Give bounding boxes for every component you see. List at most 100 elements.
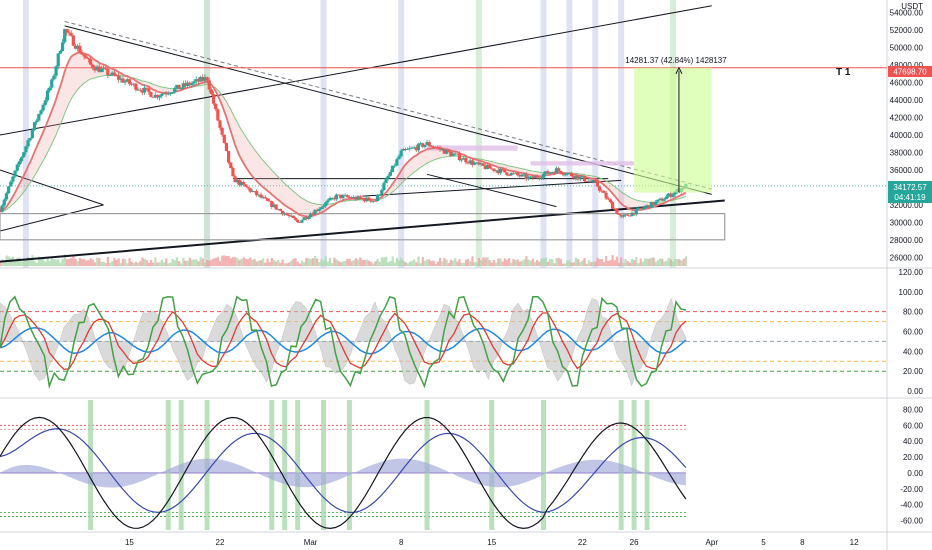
volume-bar [618,262,621,266]
candle-body [343,195,347,197]
candle-body [140,90,144,93]
volume-bar [341,261,345,266]
macd-tick-label: 40.00 [903,437,924,446]
candle-body [410,147,414,149]
volume-bar [318,262,321,266]
volume-bar [221,255,224,266]
candle-body [67,32,71,34]
candle-body [470,160,474,165]
candle-body [651,201,656,205]
candle-body [272,204,276,207]
candle-body [421,143,425,148]
candle-body [488,164,492,169]
candle-body [95,66,99,71]
candle-body [224,142,229,152]
volume-bar [288,262,291,266]
oscillator-panel[interactable] [0,295,887,389]
candle-body [641,208,645,210]
volume-bar [357,259,360,266]
candle-body [403,149,408,150]
volume-bar [479,260,483,266]
volume-bar [229,258,232,266]
candle-body [667,193,671,197]
trend-drawings [0,5,887,263]
time-tick-label: 15 [487,538,496,547]
candle-body [643,206,647,209]
volume-bar [169,262,172,266]
candle-body [97,66,101,73]
volume-bar [469,261,472,266]
volume-bar [628,262,632,266]
signal-bar [541,400,547,530]
candle-body [170,92,175,94]
candle-body [233,176,237,183]
volume-bar [290,260,293,266]
candle-body [598,186,602,191]
candle-body [388,172,392,176]
time-tick-label: 5 [761,538,766,547]
macd-panel[interactable] [0,400,687,530]
candle-body [188,82,192,86]
candle-body [231,168,235,177]
candle-body [205,77,209,81]
candle-body [431,146,436,148]
candle-body [386,175,390,179]
candle-body [373,200,377,202]
volume-bar [419,263,422,266]
volume-bar [104,263,107,266]
volume-bar [270,258,273,266]
candle-body [492,168,496,172]
price-axis[interactable]: USDT 26000.0028000.0030000.0032000.00340… [890,2,924,525]
volume-bar [553,263,556,266]
price-panel[interactable]: 14281.37 (42.84%) 1428137 T 1 [0,5,887,266]
volume-bar [665,260,668,266]
volume-bar [533,262,537,266]
volume-bar [372,263,375,266]
candle-body [589,180,593,182]
candle-body [54,66,58,76]
volume-bar [22,259,25,266]
blue-band [618,0,625,268]
volume-bar [300,260,304,266]
osc-area [0,297,687,387]
candle-body [15,164,19,171]
candle-body [453,153,457,155]
volume-bar [471,256,474,266]
volume-bar [387,262,390,266]
blue-band [540,0,547,268]
candle-body [136,89,140,91]
candle-body [399,150,403,157]
volume-bar [259,260,263,266]
volume-bar [656,260,660,266]
volume-bar [173,260,176,266]
candle-body [485,164,490,170]
volume-bar [134,261,138,266]
candle-body [505,172,509,175]
volume-bar [350,261,353,266]
volume-bar [352,260,355,266]
time-axis[interactable]: 15 22 Mar 8 15 22 26 Apr 5 8 12 [125,538,859,547]
volume-bar [102,261,105,266]
volume-bar [426,259,429,266]
candle-body [483,165,487,170]
macd-tick-label: 60.00 [903,421,924,430]
candle-body [645,205,649,207]
price-tick-label: 42000.00 [890,114,924,123]
volume-bar [111,261,114,266]
volume-bar [156,262,159,266]
candle-body [196,79,201,82]
candle-body [477,162,481,165]
candle-body [591,180,595,182]
volume-bar [572,262,575,266]
candle-body [19,157,24,162]
candle-body [293,217,298,220]
volume-bar [581,260,584,266]
volume-bar [324,256,327,266]
candle-body [649,201,653,208]
candle-body [569,173,574,177]
candle-body [227,151,231,163]
volume-bar [605,255,608,266]
candle-body [259,194,263,198]
volume-bar [154,257,157,266]
